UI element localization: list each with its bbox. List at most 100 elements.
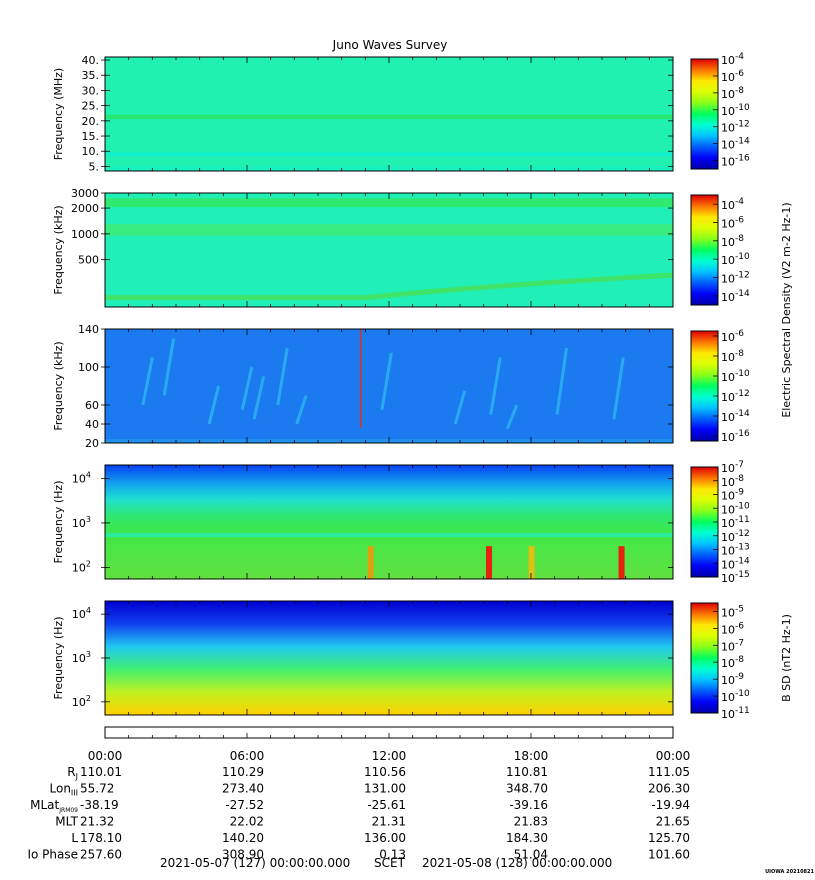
- footer-scet-label: SCET: [374, 856, 406, 870]
- y-axis-label: Frequency (Hz): [52, 481, 65, 564]
- y-tick-label: 102: [72, 559, 91, 574]
- row-label: LonIII: [50, 782, 79, 798]
- y-axis: 140 100 60 40 20: [78, 323, 673, 450]
- colorbar-exponent: -14: [735, 409, 750, 419]
- emission-streak: [141, 357, 154, 406]
- ephemeris-value: 21.31: [372, 815, 406, 829]
- y-tick-exponent: 3: [86, 515, 91, 524]
- band-21mhz: [105, 114, 673, 120]
- colorbar-exponent: -10: [735, 369, 750, 379]
- ephemeris-row: L 178.10 140.20 136.00 184.30 125.70: [71, 831, 690, 845]
- ephemeris-value: 55.72: [80, 782, 114, 796]
- y-axis-label: Frequency (kHz): [52, 341, 65, 430]
- emission-streak: [380, 352, 393, 410]
- colorbar-tick-label: 10-8: [721, 349, 744, 364]
- colorbar-tick-label: 10-7: [721, 638, 744, 653]
- colorbar-exponent: -8: [735, 655, 744, 665]
- colorbar-3: 10-6 10-8 10-10 10-12 10-14 10-16: [690, 329, 750, 444]
- colorbar-exponent: -10: [735, 103, 750, 113]
- colorbar-tick-label: 10-16: [721, 429, 750, 444]
- ephemeris-row: Io Phase 257.60 308.90 0.13 51.04 101.60: [27, 848, 690, 862]
- y-tick-label: 10.: [82, 145, 100, 158]
- colorbar-tick-label: 10-13: [721, 543, 750, 558]
- colorbar-exponent: -8: [735, 349, 744, 359]
- ephemeris-value: 22.02: [230, 815, 264, 829]
- ephemeris-value: 308.90: [222, 848, 264, 862]
- colorbar-tick-label: 10-6: [721, 69, 744, 84]
- spectrogram-image: [105, 601, 673, 715]
- colorbar-tick-label: 10-9: [721, 488, 744, 503]
- emission-streak: [295, 395, 308, 425]
- y-tick-label: 40: [85, 418, 99, 431]
- y-axis: 40. 35. 30. 25. 20. 15. 10. 5.: [82, 54, 673, 173]
- footer-start-time: 2021-05-07 (127) 00:00:00.000: [160, 856, 350, 870]
- ephemeris-row: RJ 110.01 110.29 110.56 110.81 111.05: [67, 765, 690, 781]
- colorbar-tick-label: 10-12: [721, 529, 750, 544]
- colorbar-tick-label: 10-14: [721, 289, 750, 304]
- emission-streak: [207, 385, 221, 425]
- intense-burst: [367, 546, 374, 579]
- colorbar-exponent: -4: [735, 52, 744, 62]
- colorbar-exponent: -8: [735, 86, 744, 96]
- colorbar-tick-label: 10-12: [721, 120, 750, 135]
- watermark: UIOWA 20210821: [765, 869, 814, 875]
- colorbar-exponent: -14: [735, 137, 750, 147]
- ephemeris-value: 136.00: [364, 831, 406, 845]
- y-axis-label: Frequency (MHz): [52, 68, 65, 160]
- colorbar-exponent: -10: [735, 689, 750, 699]
- y-tick-label: 60: [85, 399, 99, 412]
- colorbar-2: 10-4 10-6 10-8 10-10 10-12 10-14: [690, 194, 750, 306]
- colorbar-tick-label: 10-15: [721, 570, 750, 585]
- colorbar-exponent: -13: [735, 543, 750, 553]
- colorbar-tick-label: 10-7: [721, 460, 744, 475]
- y-tick-label: 5.: [89, 160, 100, 173]
- ephemeris-value: 348.70: [506, 782, 548, 796]
- y-tick-label: 20: [85, 437, 99, 450]
- ephemeris-value: 110.81: [506, 765, 548, 779]
- colorbar-tick-label: 10-10: [721, 252, 750, 267]
- ephemeris-value: 140.20: [222, 831, 264, 845]
- row-label-sub: JRM09: [58, 807, 78, 814]
- colorbar-tick-label: 10-8: [721, 474, 744, 489]
- colorbar-gradient: [690, 194, 719, 306]
- spectrogram-panel-4: 104 103 102 Frequency (Hz) 10-710-810-910-10…: [52, 460, 750, 585]
- y-tick-exponent: 4: [86, 606, 91, 615]
- intense-burst: [528, 546, 535, 579]
- colorbar-exponent: -12: [735, 389, 750, 399]
- row-label-sub: III: [71, 789, 78, 798]
- b-sd-label: B SD (nT2 Hz-1): [780, 614, 793, 702]
- band-2mhz: [105, 198, 673, 208]
- ephemeris-value: -38.19: [80, 798, 119, 812]
- ephemeris-value: 0.13: [379, 848, 406, 862]
- y-tick-label: 20.: [82, 115, 100, 128]
- emission-streak: [453, 390, 467, 425]
- colorbar-tick-label: 10-6: [721, 621, 744, 636]
- y-tick-label: 3000: [71, 187, 99, 200]
- background: [105, 57, 673, 171]
- row-label: Io Phase: [27, 848, 78, 862]
- colorbar-tick-label: 10-10: [721, 501, 750, 516]
- colorbar-exponent: -11: [735, 515, 750, 525]
- row-label: MLT: [55, 815, 78, 829]
- colorbar-exponent: -5: [735, 604, 744, 614]
- colorbar-exponent: -14: [735, 556, 750, 566]
- emission-streak: [489, 357, 502, 415]
- y-tick-label: 30.: [82, 84, 100, 97]
- background: [105, 601, 673, 715]
- colorbar-exponent: -4: [735, 197, 744, 207]
- colorbar-tick-label: 10-14: [721, 556, 750, 571]
- colorbar-tick-label: 10-10: [721, 369, 750, 384]
- time-tick-label: 06:00: [230, 749, 265, 763]
- spectrogram-image: [105, 465, 673, 579]
- background: [105, 465, 673, 579]
- ephemeris-row: MLatJRM09 -38.19 -27.52 -25.61 -39.16 -19.94: [30, 798, 690, 814]
- band-1mhz: [105, 224, 673, 236]
- colorbar-tick-label: 10-14: [721, 137, 750, 152]
- y-tick-label: 103: [72, 650, 91, 665]
- ephemeris-value: 21.83: [514, 815, 548, 829]
- colorbar-exponent: -7: [735, 460, 744, 470]
- colorbar-tick-label: 10-16: [721, 154, 750, 169]
- colorbar-exponent: -6: [735, 621, 744, 631]
